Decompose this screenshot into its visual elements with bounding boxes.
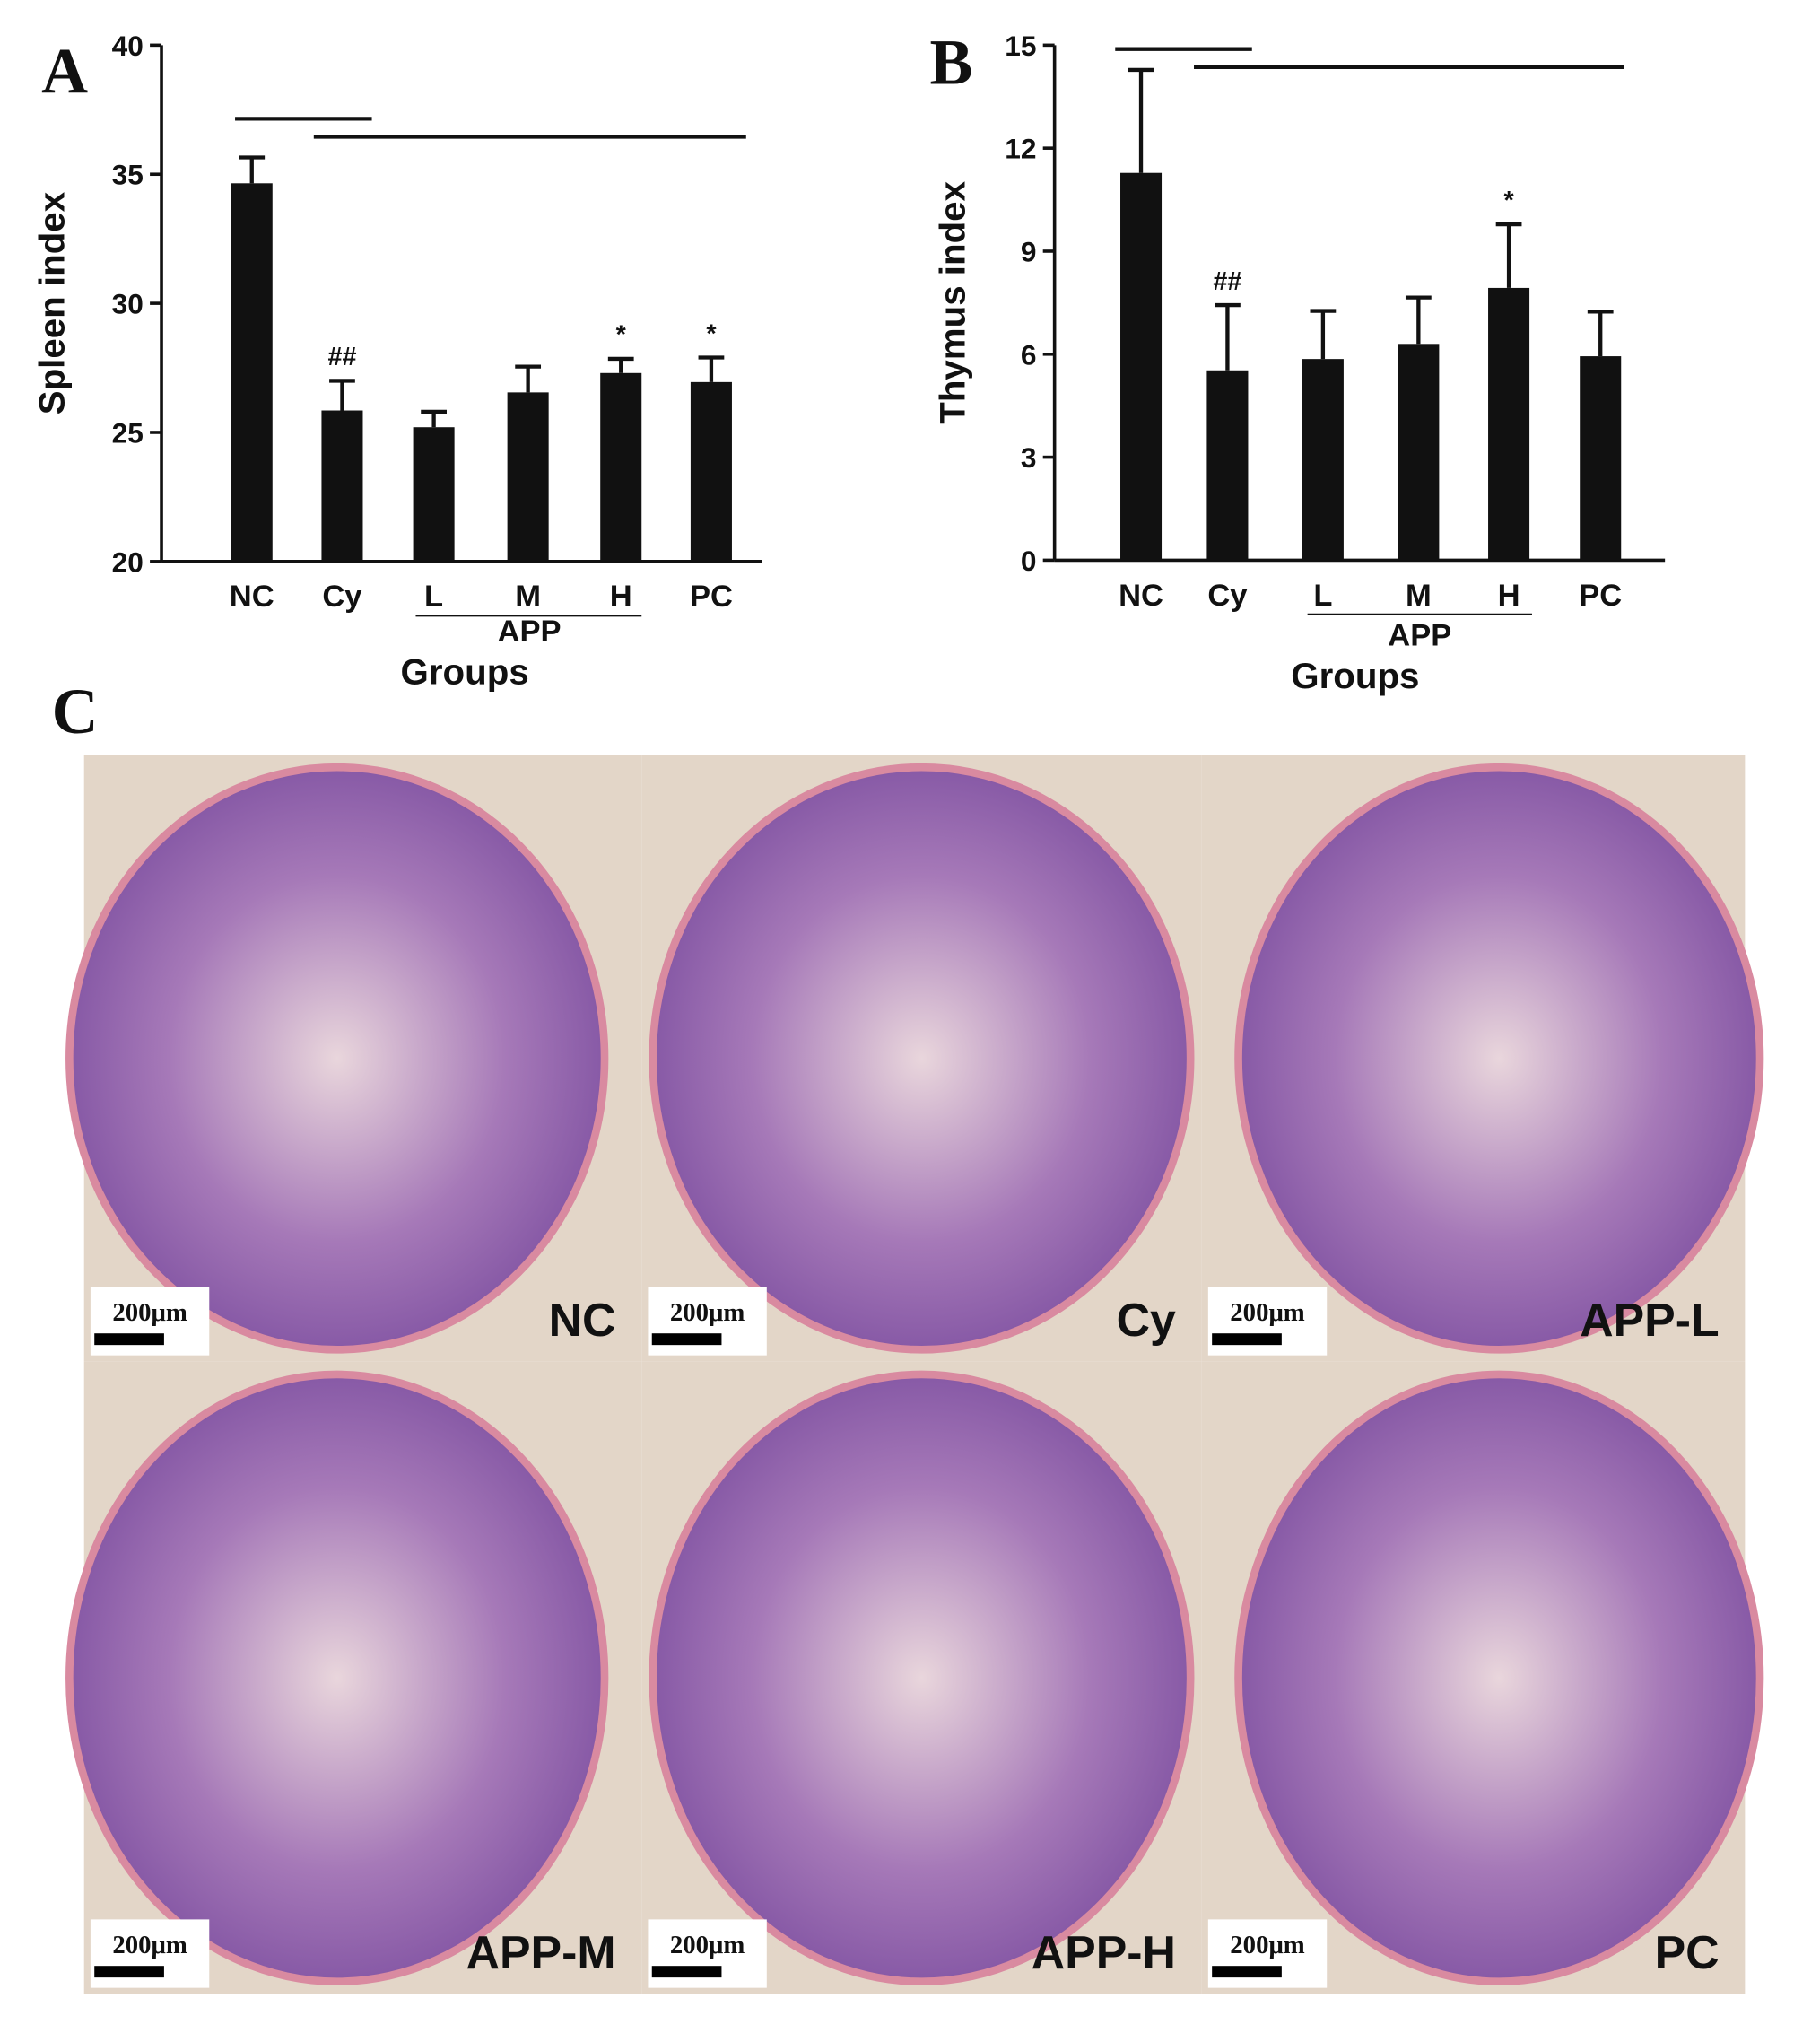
scale-label: 200μm <box>670 1298 745 1327</box>
tissue-section <box>1234 1370 1764 1986</box>
image-label: APP-M <box>466 1926 616 1978</box>
image-label: PC <box>1655 1926 1720 1978</box>
scale-bar <box>1212 1966 1282 1978</box>
scale-label: 200μm <box>1230 1298 1304 1327</box>
y-tick-label: 3 <box>1021 441 1037 474</box>
bar <box>1580 356 1622 561</box>
scale-bar <box>1212 1333 1282 1346</box>
bar <box>1302 359 1344 561</box>
bar <box>321 410 363 562</box>
y-tick-label: 40 <box>112 30 144 62</box>
scale-label: 200μm <box>670 1931 745 1959</box>
image-label: Cy <box>1117 1294 1176 1346</box>
x-tick-label: H <box>610 580 632 614</box>
image-label: NC <box>549 1294 616 1346</box>
bar <box>1488 287 1530 561</box>
bar <box>413 427 455 562</box>
y-tick-label: 35 <box>112 159 144 191</box>
y-axis-label: Thymus index <box>932 180 972 423</box>
scale-bar <box>651 1966 722 1978</box>
panel-label: B <box>930 27 973 99</box>
tissue-section <box>649 1370 1195 1986</box>
image-label: APP-H <box>1032 1926 1176 1978</box>
significance-mark: * <box>1503 187 1514 215</box>
bar <box>1206 370 1249 561</box>
x-axis-label: Groups <box>1291 656 1419 696</box>
significance-mark: ## <box>327 343 356 371</box>
significance-mark: * <box>706 319 717 348</box>
image-label: APP-L <box>1580 1294 1719 1346</box>
y-tick-label: 20 <box>112 545 144 578</box>
scale-label: 200μm <box>112 1298 187 1327</box>
bar <box>231 183 273 562</box>
panel-label: C <box>52 676 99 747</box>
x-tick-label: Cy <box>1207 579 1248 613</box>
x-tick-label: NC <box>1119 579 1163 613</box>
scale-label: 200μm <box>1230 1931 1304 1959</box>
group-label: APP <box>498 615 562 649</box>
x-tick-label: NC <box>230 580 274 614</box>
y-tick-label: 12 <box>1005 133 1036 165</box>
tissue-section <box>649 763 1195 1354</box>
scale-label: 200μm <box>112 1931 187 1959</box>
tissue-section <box>65 763 609 1354</box>
y-tick-label: 15 <box>1005 30 1036 62</box>
bar <box>600 372 642 562</box>
y-tick-label: 9 <box>1021 235 1037 267</box>
y-tick-label: 25 <box>112 416 144 449</box>
x-tick-label: L <box>1313 579 1332 613</box>
group-label: APP <box>1388 618 1451 652</box>
tissue-section <box>65 1370 609 1986</box>
x-tick-label: L <box>424 580 443 614</box>
x-tick-label: PC <box>1579 579 1622 613</box>
significance-mark: ## <box>1213 267 1241 296</box>
y-axis-label: Spleen index <box>31 191 72 414</box>
panel-label: A <box>41 36 88 108</box>
x-tick-label: H <box>1498 579 1520 613</box>
x-axis-label: Groups <box>401 652 529 693</box>
bar <box>690 381 732 562</box>
x-tick-label: Cy <box>322 580 362 614</box>
y-tick-label: 6 <box>1021 338 1037 371</box>
scale-bar <box>651 1333 722 1346</box>
bar <box>1120 172 1163 561</box>
y-tick-label: 0 <box>1021 545 1037 577</box>
x-tick-label: M <box>1406 579 1432 613</box>
scale-bar <box>94 1966 164 1978</box>
bar <box>507 392 549 562</box>
y-tick-label: 30 <box>112 288 144 320</box>
bar <box>1398 344 1440 561</box>
tissue-section <box>1234 763 1764 1354</box>
x-tick-label: PC <box>690 580 733 614</box>
significance-mark: * <box>616 321 627 350</box>
x-tick-label: M <box>515 580 541 614</box>
scale-bar <box>94 1333 164 1346</box>
